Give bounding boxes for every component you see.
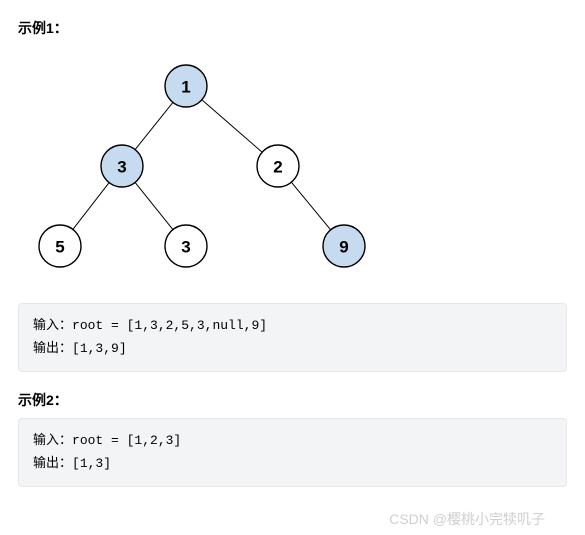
tree-diagram-svg: 1 3 2 5 3 9 [18, 46, 438, 286]
example2-codeblock: 输入：root = [1,2,3] 输出：[1,3] [18, 418, 567, 487]
tree-edge [291, 182, 330, 230]
tree-node-label: 2 [273, 158, 282, 177]
example2-output-label: 输出： [33, 456, 72, 471]
example2-input-label: 输入： [33, 433, 72, 448]
tree-edge [135, 102, 173, 149]
example1-tree: 1 3 2 5 3 9 [18, 46, 567, 291]
tree-node: 1 [165, 65, 207, 107]
tree-node-label: 3 [181, 238, 190, 257]
example1-heading: 示例1： [18, 18, 567, 38]
tree-node: 5 [39, 225, 81, 267]
tree-edge [202, 100, 262, 152]
tree-edge [73, 183, 109, 230]
tree-edge [135, 182, 173, 229]
page-root: 示例1： 132539 输入：root = [1,3,2,5,3,null,9]… [0, 0, 585, 535]
tree-node: 9 [323, 225, 365, 267]
example1-codeblock: 输入：root = [1,3,2,5,3,null,9] 输出：[1,3,9] [18, 303, 567, 372]
tree-node-label: 5 [55, 238, 64, 257]
example1-input-label: 输入： [33, 318, 72, 333]
tree-node-label: 3 [117, 158, 126, 177]
tree-node: 2 [257, 145, 299, 187]
tree-node-label: 1 [181, 78, 190, 97]
example2-heading: 示例2： [18, 390, 567, 410]
example1-input-value: root = [1,3,2,5,3,null,9] [72, 318, 267, 333]
tree-node: 3 [165, 225, 207, 267]
tree-node-label: 9 [339, 238, 348, 257]
tree-node: 3 [101, 145, 143, 187]
example1-output-value: [1,3,9] [72, 341, 127, 356]
example2-input-value: root = [1,2,3] [72, 433, 181, 448]
example2-output-value: [1,3] [72, 456, 111, 471]
example1-output-label: 输出： [33, 341, 72, 356]
